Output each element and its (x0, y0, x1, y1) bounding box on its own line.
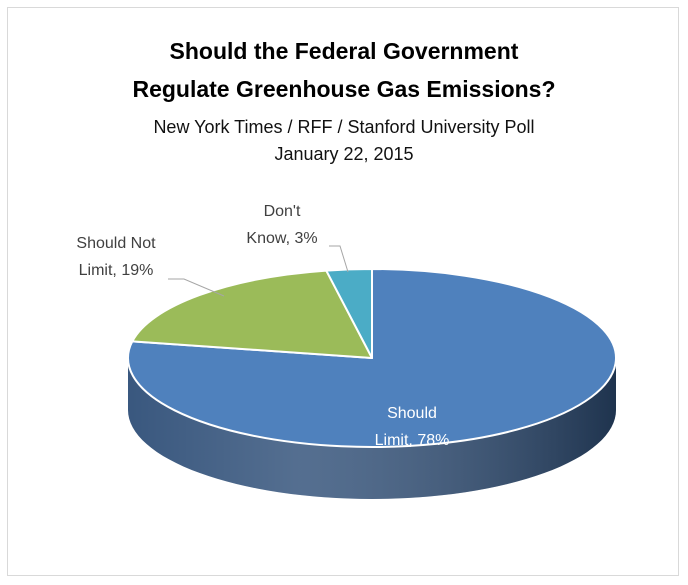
leader-line-should-not-limit (168, 278, 225, 297)
pie-slice-2 (325, 268, 373, 359)
slice-label-should-limit: Should Limit, 78% (375, 405, 450, 449)
pie-side-shade-0-0 (128, 358, 616, 499)
chart-title-line1: Should the Federal Government (169, 38, 519, 64)
slice-label-dont-know: Don't Know, 3% (246, 203, 317, 247)
chart-title-line2: Regulate Greenhouse Gas Emissions? (132, 76, 556, 102)
slice-label-should-not-limit: Should Not Limit, 19% (76, 235, 156, 279)
pie-slice-1 (131, 269, 373, 359)
chart-subtitle-line2: January 22, 2015 (274, 144, 414, 164)
chart-subtitle-line1: New York Times / RFF / Stanford Universi… (153, 117, 535, 137)
leader-line-dont-know (329, 245, 349, 273)
